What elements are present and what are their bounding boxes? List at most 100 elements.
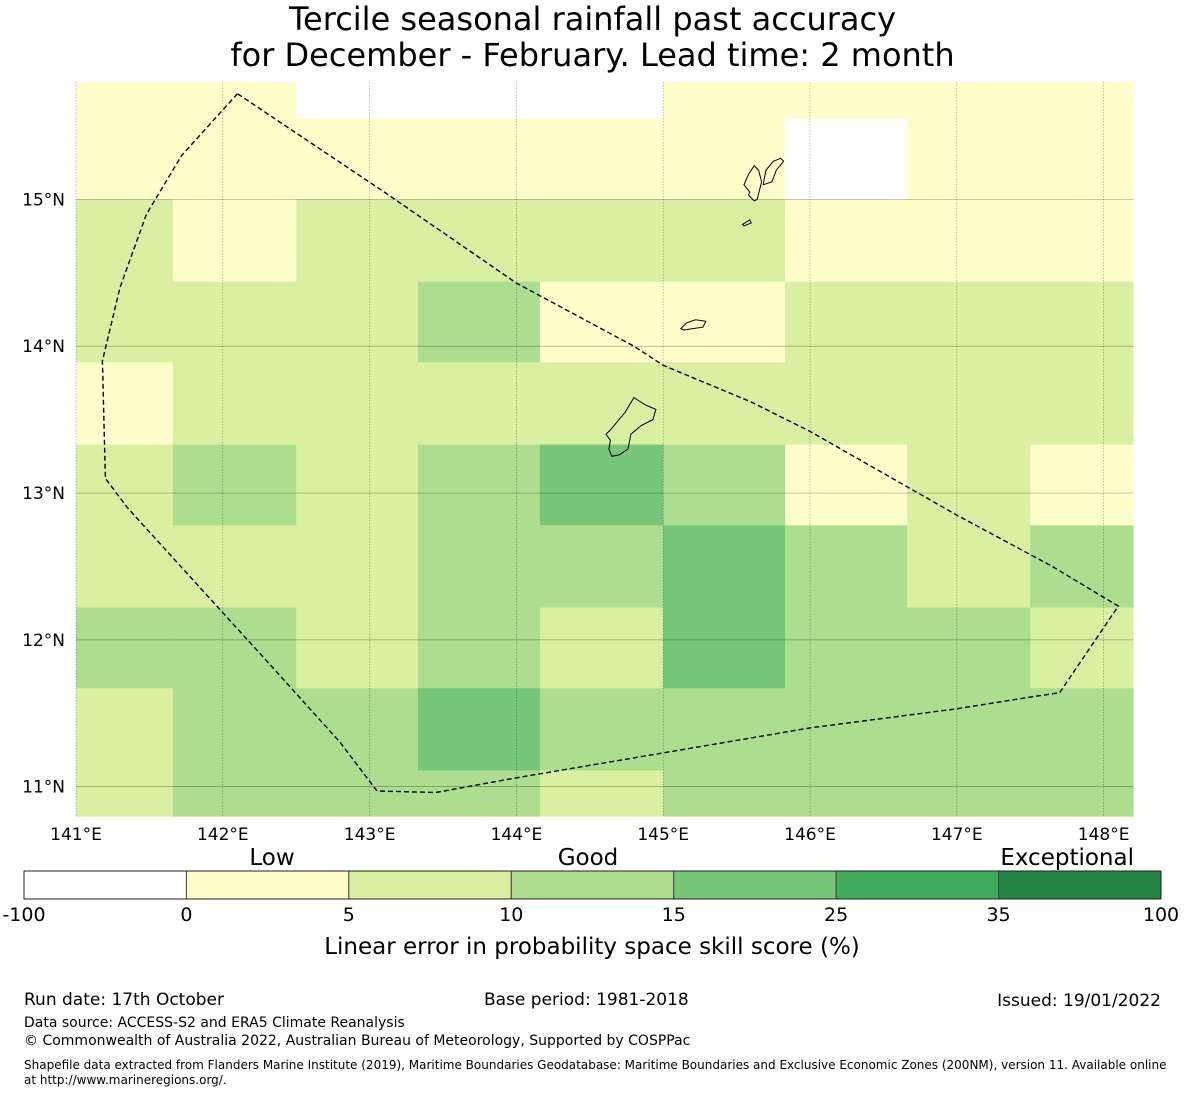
heatmap-cell bbox=[906, 607, 1031, 689]
heatmap-cell bbox=[76, 118, 174, 201]
colorbar-label-good: Good bbox=[558, 845, 619, 871]
heatmap-cell bbox=[418, 525, 541, 609]
colorbar-segment bbox=[348, 870, 512, 900]
heatmap-cell bbox=[76, 607, 174, 689]
heatmap-cell bbox=[906, 281, 1031, 363]
heatmap-cell bbox=[172, 525, 297, 609]
colorbar-segment bbox=[835, 870, 1000, 900]
heatmap-cell bbox=[172, 607, 297, 689]
heatmap-cell bbox=[296, 444, 419, 526]
shapefile-credit: Shapefile data extracted from Flanders M… bbox=[24, 1058, 1167, 1087]
heatmap-cell bbox=[906, 199, 1031, 283]
heatmap-cell bbox=[663, 281, 786, 363]
colorbar-tick-label: 5 bbox=[343, 904, 355, 926]
heatmap-cell bbox=[663, 688, 786, 772]
colorbar-tick-label: 100 bbox=[1143, 904, 1179, 926]
heatmap-cell bbox=[296, 770, 419, 817]
heatmap-cell bbox=[418, 82, 541, 120]
colorbar-tick-label: 15 bbox=[662, 904, 686, 926]
colorbar-tick-label: 25 bbox=[824, 904, 848, 926]
heatmap-cell bbox=[785, 281, 908, 363]
heatmap-cell bbox=[1030, 199, 1134, 283]
island-outline bbox=[762, 157, 785, 186]
heatmap-cell bbox=[172, 199, 297, 283]
chart-title-line1: Tercile seasonal rainfall past accuracy bbox=[288, 0, 897, 38]
heatmap-cell bbox=[296, 688, 419, 772]
heatmap-cell bbox=[296, 118, 419, 201]
heatmap-cell bbox=[663, 362, 786, 446]
issued-date: Issued: 19/01/2022 bbox=[997, 991, 1161, 1011]
heatmap-cell bbox=[418, 688, 541, 772]
heatmap-cell bbox=[172, 770, 297, 817]
heatmap-cell bbox=[418, 281, 541, 363]
heatmap-cell bbox=[76, 770, 174, 817]
heatmap-cell bbox=[1030, 607, 1134, 689]
heatmap-cell bbox=[539, 281, 664, 363]
heatmap-cell bbox=[539, 770, 664, 817]
colorbar-segment bbox=[510, 870, 675, 900]
heatmap-cell bbox=[539, 118, 664, 201]
copyright-notice: © Commonwealth of Australia 2022, Austra… bbox=[24, 1033, 691, 1049]
heatmap-cell bbox=[906, 770, 1031, 817]
heatmap-cell bbox=[539, 525, 664, 609]
chart-title-line2: for December - February. Lead time: 2 mo… bbox=[230, 36, 955, 74]
run-date: Run date: 17th October bbox=[24, 990, 224, 1010]
colorbar-segment bbox=[998, 870, 1162, 900]
heatmap-cell bbox=[418, 362, 541, 446]
heatmap-cell bbox=[76, 281, 174, 363]
heatmap-cell bbox=[663, 82, 786, 120]
colorbar-axis-label: Linear error in probability space skill … bbox=[324, 934, 860, 960]
longitude-tick-label: 148°E bbox=[1078, 825, 1130, 845]
colorbar-tick-label: 35 bbox=[986, 904, 1010, 926]
heatmap-cell bbox=[296, 281, 419, 363]
island-outline bbox=[743, 164, 763, 202]
heatmap-cell bbox=[76, 362, 174, 446]
longitude-tick-label: 146°E bbox=[784, 825, 836, 845]
heatmap-cell bbox=[906, 118, 1031, 201]
heatmap-cell bbox=[906, 688, 1031, 772]
heatmap-cell bbox=[539, 688, 664, 772]
heatmap-cell bbox=[785, 525, 908, 609]
heatmap-cell bbox=[663, 118, 786, 201]
heatmap-cell bbox=[172, 118, 297, 201]
island-outline bbox=[741, 219, 752, 227]
heatmap-cell bbox=[663, 199, 786, 283]
longitude-tick-label: 141°E bbox=[50, 825, 102, 845]
heatmap-cell bbox=[785, 607, 908, 689]
heatmap-cell bbox=[1030, 118, 1134, 201]
heatmap-cell bbox=[539, 362, 664, 446]
colorbar-tick-label: -100 bbox=[2, 904, 45, 926]
latitude-tick-label: 11°N bbox=[22, 778, 65, 798]
heatmap-cell bbox=[785, 199, 908, 283]
heatmap-cell bbox=[172, 688, 297, 772]
heatmap-cell bbox=[418, 118, 541, 201]
map-chart: 141°E 142°E 143°E 144°E 145°E 146°E 147°E 148°E… bbox=[2, 82, 1179, 960]
heatmap-cell bbox=[1030, 525, 1134, 609]
heatmap-cell bbox=[172, 362, 297, 446]
longitude-tick-label: 147°E bbox=[931, 825, 983, 845]
colorbar-segment bbox=[23, 870, 187, 900]
heatmap-cell bbox=[76, 199, 174, 283]
base-period: Base period: 1981-2018 bbox=[484, 990, 689, 1010]
heatmap-cell bbox=[785, 444, 908, 526]
heatmap-cell bbox=[663, 444, 786, 526]
colorbar-segment bbox=[673, 870, 837, 900]
heatmap-cell bbox=[539, 444, 664, 526]
longitude-tick-label: 143°E bbox=[344, 825, 396, 845]
heatmap-cell bbox=[785, 770, 908, 817]
heatmap-cell bbox=[296, 199, 419, 283]
heatmap-cell bbox=[76, 525, 174, 609]
colorbar-label-exceptional: Exceptional bbox=[1000, 845, 1134, 871]
latitude-tick-label: 14°N bbox=[22, 337, 65, 357]
latitude-tick-label: 12°N bbox=[22, 631, 65, 651]
colorbar-tick-label: 10 bbox=[499, 904, 523, 926]
heatmap-cell bbox=[785, 688, 908, 772]
heatmap-cell bbox=[1030, 82, 1134, 120]
latitude-tick-label: 15°N bbox=[22, 190, 65, 210]
latitude-tick-label: 13°N bbox=[22, 484, 65, 504]
heatmap-cell bbox=[785, 82, 908, 120]
heatmap-cell bbox=[906, 82, 1031, 120]
heatmap-cell bbox=[663, 607, 786, 689]
eez-boundary-line bbox=[101, 93, 1120, 794]
heatmap-cell bbox=[785, 118, 908, 201]
